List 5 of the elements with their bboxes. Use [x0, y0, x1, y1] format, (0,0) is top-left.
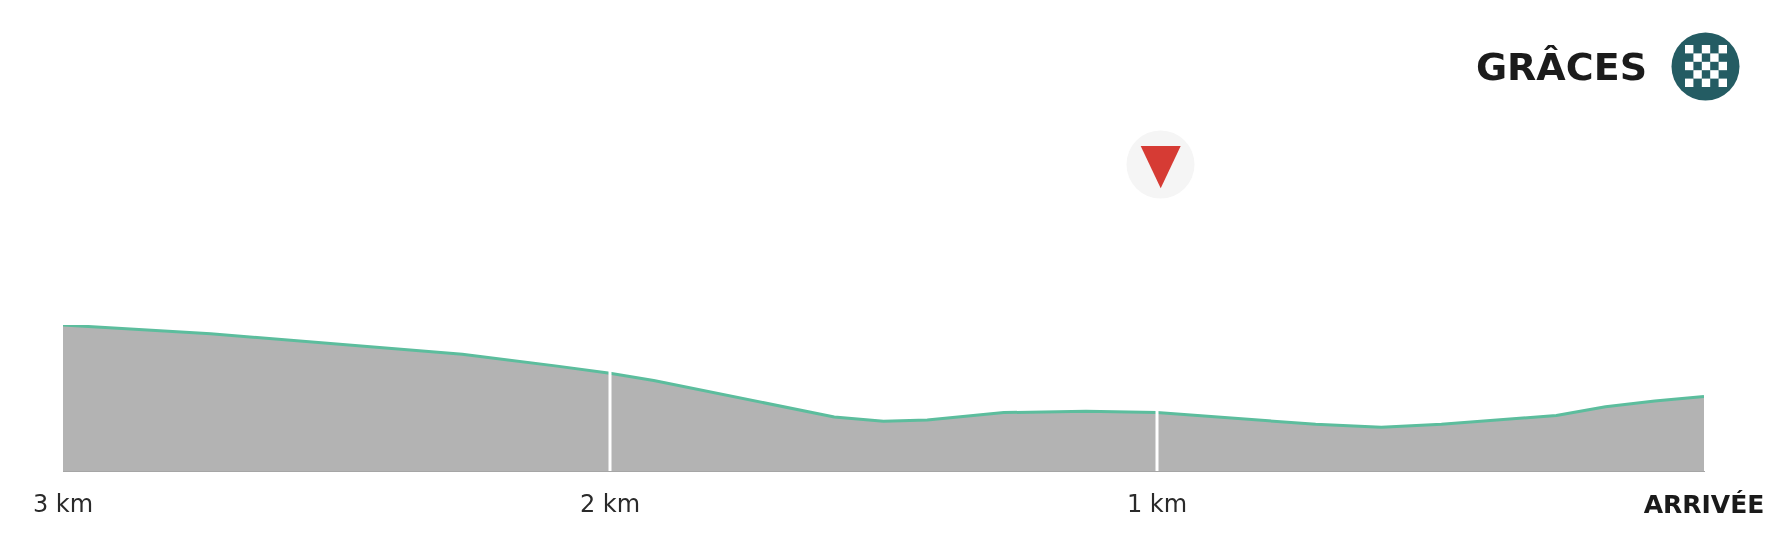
x-tick-label: 2 km — [579, 489, 641, 518]
x-tick-label: 3 km — [32, 489, 94, 518]
x-tick-label: 1 km — [1126, 489, 1188, 518]
chart-title: GRÂCES — [1475, 44, 1647, 90]
x-tick-label: ARRIVÉE — [1643, 489, 1765, 519]
